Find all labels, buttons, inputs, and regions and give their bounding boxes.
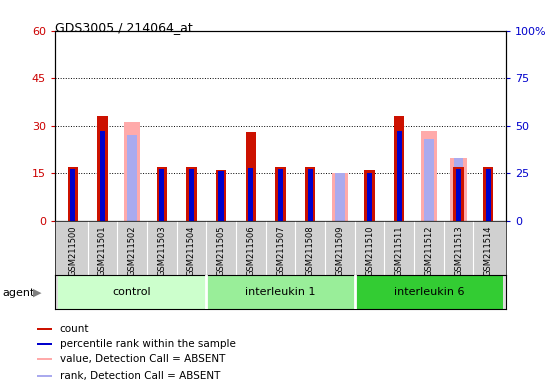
Bar (483, 167, 493, 221)
Bar (37, 328, 52, 330)
Bar (355, 275, 503, 309)
Text: GSM211504: GSM211504 (187, 225, 196, 276)
Text: GSM211508: GSM211508 (306, 225, 315, 276)
Bar (367, 173, 372, 221)
Bar (307, 169, 313, 221)
Text: GSM211514: GSM211514 (483, 225, 493, 276)
Text: count: count (60, 324, 89, 334)
Text: GSM211510: GSM211510 (365, 225, 374, 276)
Bar (453, 167, 464, 221)
Text: ▶: ▶ (33, 288, 42, 298)
Bar (332, 173, 348, 221)
Text: GSM211506: GSM211506 (246, 225, 255, 276)
Bar (97, 116, 108, 221)
Bar (127, 135, 137, 221)
Bar (58, 275, 206, 309)
Bar (450, 158, 467, 221)
Bar (206, 275, 355, 309)
Bar (246, 132, 256, 221)
Text: GSM211509: GSM211509 (336, 225, 344, 276)
Bar (276, 167, 285, 221)
Text: rank, Detection Call = ABSENT: rank, Detection Call = ABSENT (60, 371, 220, 381)
Text: interleukin 6: interleukin 6 (394, 287, 464, 297)
Bar (216, 170, 227, 221)
Bar (278, 169, 283, 221)
Text: percentile rank within the sample: percentile rank within the sample (60, 339, 235, 349)
Bar (186, 167, 197, 221)
Text: GSM211507: GSM211507 (276, 225, 285, 276)
Bar (397, 131, 402, 221)
Bar (248, 167, 254, 221)
Bar (454, 158, 464, 221)
Bar (364, 170, 375, 221)
Text: GSM211511: GSM211511 (395, 225, 404, 276)
Bar (218, 171, 224, 221)
Text: GSM211500: GSM211500 (68, 225, 78, 276)
Bar (157, 167, 167, 221)
Bar (100, 131, 105, 221)
Text: interleukin 1: interleukin 1 (245, 287, 316, 297)
Bar (335, 173, 345, 221)
Bar (124, 122, 140, 221)
Bar (394, 116, 404, 221)
Text: agent: agent (3, 288, 35, 298)
Bar (37, 375, 52, 377)
Bar (456, 169, 461, 221)
Bar (70, 169, 75, 221)
Text: GSM211513: GSM211513 (454, 225, 463, 276)
Bar (486, 169, 491, 221)
Text: GDS3005 / 214064_at: GDS3005 / 214064_at (55, 21, 192, 34)
Text: control: control (113, 287, 151, 297)
Bar (37, 358, 52, 360)
Bar (189, 169, 194, 221)
Text: GSM211512: GSM211512 (425, 225, 433, 276)
Text: GSM211502: GSM211502 (128, 225, 136, 276)
Bar (68, 167, 78, 221)
Text: GSM211505: GSM211505 (217, 225, 226, 276)
Text: GSM211501: GSM211501 (98, 225, 107, 276)
Text: value, Detection Call = ABSENT: value, Detection Call = ABSENT (60, 354, 225, 364)
Bar (424, 139, 434, 221)
Bar (305, 167, 315, 221)
Bar (421, 131, 437, 221)
Bar (37, 343, 52, 345)
Text: GSM211503: GSM211503 (157, 225, 166, 276)
Bar (159, 169, 164, 221)
